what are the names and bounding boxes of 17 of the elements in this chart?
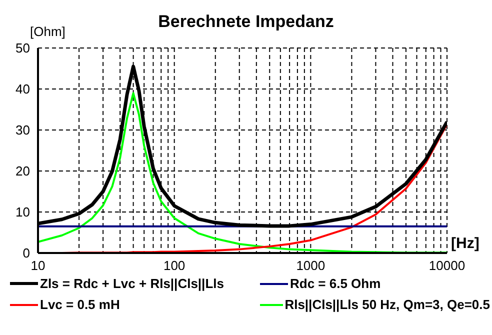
x-axis-title: [Hz] [451, 235, 480, 252]
y-tick-label: 0 [22, 246, 30, 261]
legend-label: Rls||Cls||Lls 50 Hz, Qm=3, Qe=0.5 [284, 297, 490, 312]
y-tick-label: 10 [16, 204, 30, 220]
y-tick-label: 50 [16, 40, 30, 56]
x-tick-label: 10000 [428, 258, 466, 274]
legend-label: Zls = Rdc + Lvc + Rls||Cls||Lls [40, 276, 224, 291]
x-tick-label: 1000 [296, 258, 326, 274]
chart-title: Berechnete Impedanz [158, 12, 334, 31]
y-tick-label: 20 [16, 164, 30, 179]
legend-label: Rdc = 6.5 Ohm [290, 276, 381, 291]
y-tick-label: 40 [16, 82, 30, 97]
y-tick-label: 30 [16, 122, 30, 138]
legend-label: Lvc = 0.5 mH [40, 297, 120, 312]
y-axis-title: [Ohm] [30, 24, 66, 39]
x-tick-label: 10 [30, 258, 46, 274]
x-tick-label: 100 [163, 258, 186, 274]
